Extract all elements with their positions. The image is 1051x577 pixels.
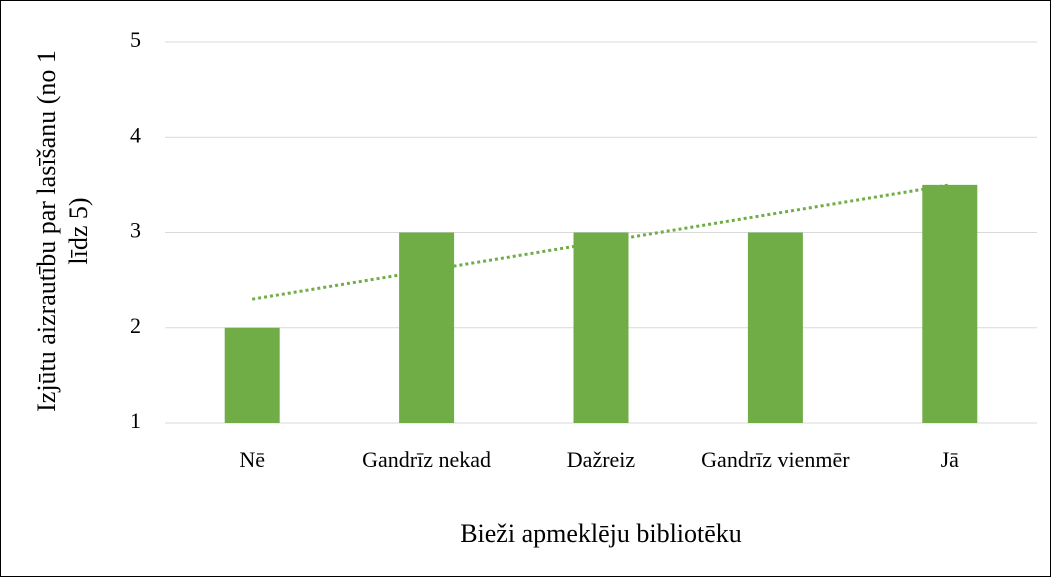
y-tick-label: 2 [130, 313, 141, 338]
x-tick-label: Gandrīz nekad [362, 447, 492, 472]
y-tick-label: 3 [130, 218, 141, 243]
bar [224, 327, 280, 423]
bar [922, 184, 978, 423]
x-tick-label: Gandrīz vienmēr [701, 447, 850, 472]
bar [747, 232, 803, 423]
bar [399, 232, 455, 423]
y-tick-label: 4 [130, 122, 141, 147]
trendline [251, 183, 951, 301]
x-tick-label: Dažreiz [566, 447, 636, 472]
bar [573, 232, 629, 423]
y-tick-label: 1 [130, 408, 141, 433]
x-tick-label: Nē [239, 447, 266, 472]
x-axis-title: Bieži apmeklēju bibliotēku [460, 519, 742, 548]
x-tick-label: Jā [940, 447, 959, 472]
y-axis-title: Izjūtu aizrautību par lasīšanu (no 1 līd… [32, 50, 93, 412]
y-tick-label: 5 [130, 27, 141, 52]
